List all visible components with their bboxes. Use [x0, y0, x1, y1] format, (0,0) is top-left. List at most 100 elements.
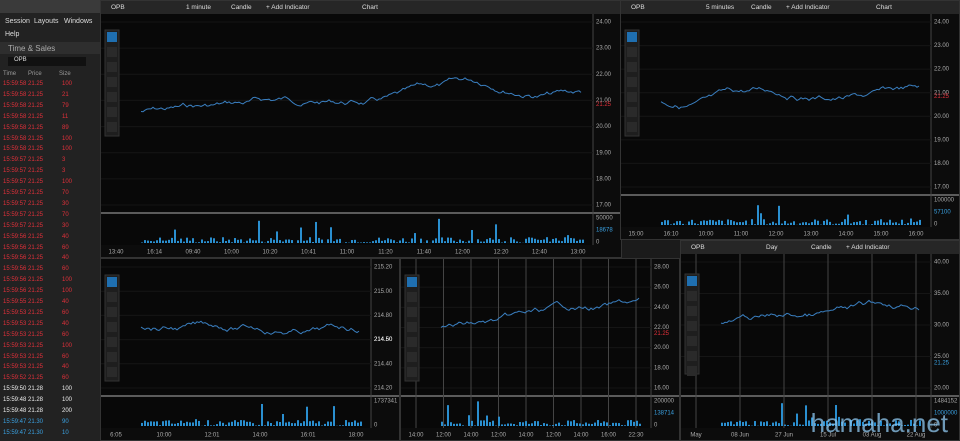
- tool-button[interactable]: [407, 307, 417, 317]
- trade-row: 15:59:56 21.25 60: [0, 245, 100, 255]
- chart-header: OPB Day Candle + Add Indicator: [681, 241, 959, 254]
- volume-bar: [621, 425, 623, 426]
- tool-button[interactable]: [687, 291, 697, 301]
- volume-bar: [219, 421, 221, 426]
- tool-button[interactable]: [407, 277, 417, 287]
- menu-item[interactable]: Windows: [64, 18, 93, 25]
- volume-bar: [853, 222, 855, 225]
- tool-button[interactable]: [407, 337, 417, 347]
- cell: 15:59:57: [3, 179, 27, 186]
- x-tick-label: 14:00: [518, 433, 534, 439]
- tool-button[interactable]: [107, 367, 117, 377]
- header-item[interactable]: + Add Indicator: [786, 4, 830, 11]
- tool-button[interactable]: [107, 307, 117, 317]
- tool-button[interactable]: [687, 276, 697, 286]
- x-tick-label: 16:10: [663, 232, 679, 238]
- volume-bar: [225, 240, 227, 243]
- volume-bar: [240, 420, 242, 426]
- volume-bar: [282, 241, 284, 243]
- volume-bar: [207, 420, 209, 426]
- volume-bar: [844, 422, 846, 426]
- cell: 30: [62, 200, 69, 207]
- volume-bar: [682, 223, 684, 225]
- header-item[interactable]: Chart: [362, 4, 378, 11]
- tool-button[interactable]: [107, 277, 117, 287]
- y-tick-label: 1737341: [374, 399, 398, 405]
- tool-button[interactable]: [107, 92, 117, 102]
- tool-button[interactable]: [107, 47, 117, 57]
- tool-button[interactable]: [627, 77, 637, 87]
- volume-bar: [799, 223, 801, 225]
- tool-button[interactable]: [107, 107, 117, 117]
- volume-bar: [189, 240, 191, 243]
- tool-button[interactable]: [627, 62, 637, 72]
- volume-bar: [859, 419, 861, 426]
- volume-bar: [171, 423, 173, 426]
- volume-bar: [531, 423, 533, 426]
- header-item[interactable]: Chart: [876, 4, 892, 11]
- tool-button[interactable]: [627, 47, 637, 57]
- volume-bar: [354, 420, 356, 426]
- tool-button[interactable]: [627, 32, 637, 42]
- volume-bar: [252, 240, 254, 243]
- tool-button[interactable]: [627, 92, 637, 102]
- volume-bar: [450, 422, 452, 426]
- tool-button[interactable]: [107, 292, 117, 302]
- tool-button[interactable]: [107, 337, 117, 347]
- header-item[interactable]: OPB: [631, 4, 645, 11]
- trade-row: 15:59:57 21.25 30: [0, 201, 100, 211]
- tool-button[interactable]: [687, 306, 697, 316]
- tool-button[interactable]: [687, 336, 697, 346]
- tool-button[interactable]: [107, 77, 117, 87]
- header-item[interactable]: OPB: [691, 244, 705, 251]
- menu-item[interactable]: Layouts: [34, 18, 59, 25]
- menu-item[interactable]: Help: [5, 31, 20, 38]
- header-item[interactable]: + Add Indicator: [266, 4, 310, 11]
- tool-button[interactable]: [687, 351, 697, 361]
- volume-bar: [210, 425, 212, 426]
- volume-bar: [237, 422, 239, 426]
- volume-bar: [291, 423, 293, 426]
- tool-button[interactable]: [687, 321, 697, 331]
- x-tick-label: 22:30: [628, 433, 644, 439]
- tool-button[interactable]: [107, 32, 117, 42]
- header-item[interactable]: Candle: [811, 244, 832, 251]
- header-item[interactable]: Day: [766, 244, 778, 251]
- y-tick-label: 18.00: [654, 365, 670, 371]
- header-item[interactable]: 5 minutes: [706, 4, 735, 11]
- tool-button[interactable]: [107, 122, 117, 132]
- tool-button[interactable]: [407, 352, 417, 362]
- tool-button[interactable]: [107, 62, 117, 72]
- volume-bar: [841, 421, 843, 426]
- header-item[interactable]: 1 minute: [186, 4, 211, 11]
- header-item[interactable]: + Add Indicator: [846, 244, 890, 251]
- volume-bar: [294, 423, 296, 426]
- tool-button[interactable]: [687, 366, 697, 376]
- header-item[interactable]: Candle: [751, 4, 772, 11]
- tool-button[interactable]: [107, 352, 117, 362]
- volume-bar: [892, 222, 894, 225]
- trade-row: 15:59:50 21.28 100: [0, 386, 100, 396]
- tool-button[interactable]: [407, 292, 417, 302]
- tool-button[interactable]: [407, 322, 417, 332]
- tool-button[interactable]: [627, 122, 637, 132]
- volume-bar: [519, 422, 521, 426]
- header-item[interactable]: OPB: [111, 4, 125, 11]
- y-tick-label: 30.00: [934, 323, 950, 329]
- volume-bar: [579, 239, 581, 243]
- header-item[interactable]: Candle: [231, 4, 252, 11]
- volume-bar: [489, 422, 491, 426]
- volume-bar: [180, 238, 182, 243]
- menu-item[interactable]: Session: [5, 18, 30, 25]
- volume-bar: [402, 238, 404, 243]
- volume-bar: [363, 242, 365, 243]
- volume-bar: [219, 242, 221, 243]
- tool-button[interactable]: [407, 367, 417, 377]
- volume-bar: [273, 239, 275, 243]
- tool-button[interactable]: [627, 107, 637, 117]
- cell: 21.25: [28, 157, 44, 164]
- tool-button[interactable]: [107, 322, 117, 332]
- y-tick-label: 17.00: [934, 185, 950, 191]
- volume-bar: [237, 239, 239, 243]
- symbol-input[interactable]: OPB: [8, 57, 86, 66]
